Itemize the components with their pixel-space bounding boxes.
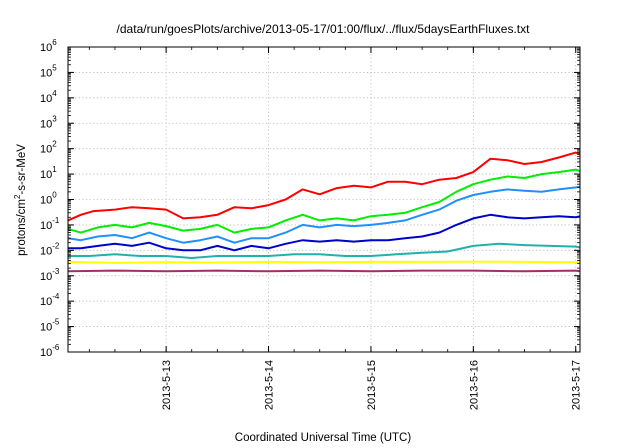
x-tick-label: 2013-5-16 bbox=[468, 360, 480, 410]
chart-title: /data/run/goesPlots/archive/2013-05-17/0… bbox=[117, 22, 531, 36]
y-tick-label: 106 bbox=[40, 38, 57, 54]
y-tick-label: 103 bbox=[40, 114, 57, 130]
y-tick-label: 104 bbox=[40, 89, 57, 105]
series-lines bbox=[67, 151, 581, 273]
x-tick-label: 2013-5-14 bbox=[264, 360, 276, 410]
y-tick-label: 101 bbox=[40, 165, 57, 181]
x-axis-label: Coordinated Universal Time (UTC) bbox=[235, 432, 412, 444]
series-line-4 bbox=[68, 213, 581, 252]
series-line-6 bbox=[67, 260, 580, 264]
x-tick-label: 2013-5-15 bbox=[366, 360, 378, 410]
y-tick-label: 10-6 bbox=[40, 343, 60, 359]
series-line-5 bbox=[68, 242, 581, 259]
grid-lines bbox=[68, 47, 580, 352]
y-tick-label: 10-3 bbox=[40, 267, 60, 283]
x-tick-label: 2013-5-13 bbox=[161, 360, 173, 410]
y-axis-label: protons/cm2-s-sr-MeV bbox=[13, 144, 28, 256]
series-line-3 bbox=[67, 185, 581, 244]
y-tick-label: 10-2 bbox=[40, 241, 60, 257]
series-line-7 bbox=[67, 269, 581, 273]
y-tick-label: 100 bbox=[40, 191, 57, 207]
y-tick-label: 10-1 bbox=[40, 216, 60, 232]
y-tick-label: 102 bbox=[40, 140, 57, 156]
x-tick-label: 2013-5-17 bbox=[571, 360, 583, 410]
x-axis-ticks: 2013-5-13 2013-5-14 2013-5-15 2013-5-16 2013… bbox=[88, 47, 583, 410]
series-line-1 bbox=[67, 151, 581, 222]
y-tick-label: 10-5 bbox=[40, 318, 60, 334]
y-tick-label: 105 bbox=[40, 63, 57, 79]
y-axis-ticks: 10-6 10-5 10-4 10-3 10-2 10-1 100 101 102 103 104 1… bbox=[40, 38, 580, 359]
series-line-2 bbox=[67, 168, 581, 234]
y-tick-label: 10-4 bbox=[40, 292, 60, 308]
